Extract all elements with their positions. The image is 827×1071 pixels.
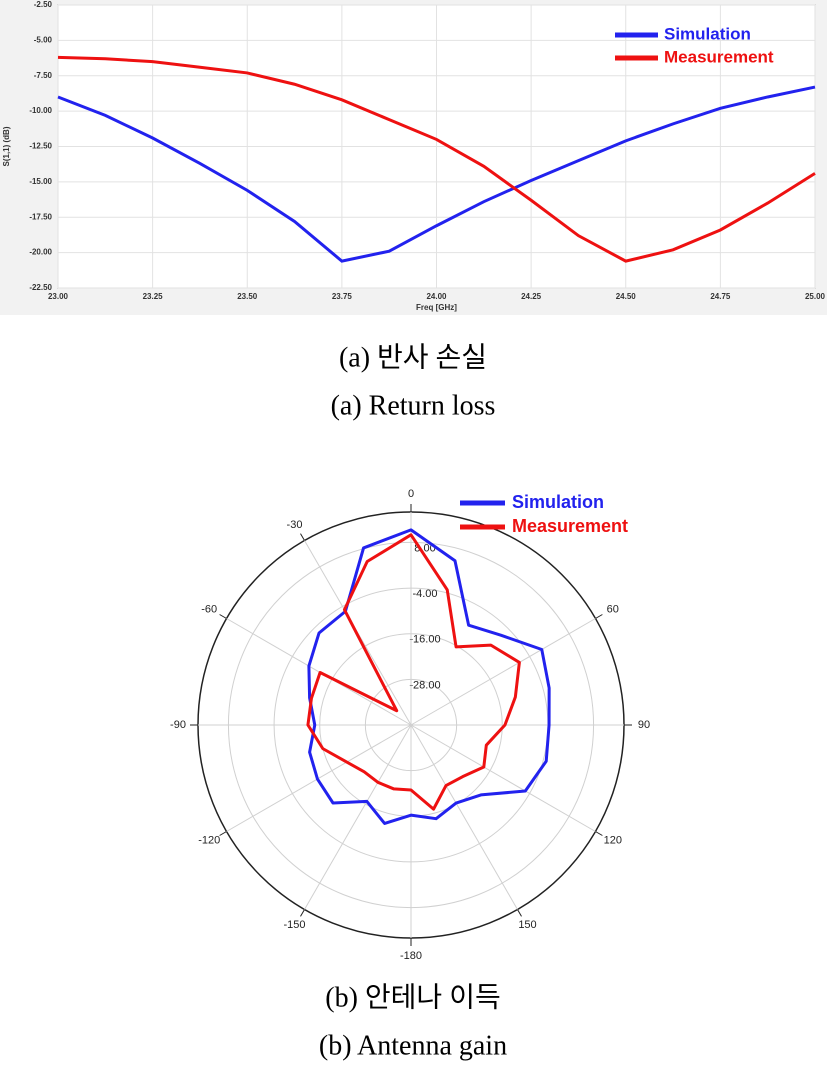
legend-label: Simulation (664, 24, 751, 43)
y-tick-label: -2.50 (34, 0, 53, 9)
series-line (57, 85, 816, 263)
theta-tick-label: -30 (287, 519, 303, 531)
series-line (307, 528, 551, 825)
r-tick-label: -28.00 (409, 679, 440, 691)
grid-spoke (410, 724, 518, 910)
y-tick-label: -17.50 (29, 212, 52, 221)
y-tick-label: -12.50 (29, 142, 52, 151)
theta-tick-label: -120 (198, 834, 220, 846)
theta-tick-label: -90 (170, 719, 186, 731)
y-axis-label: S(1,1) (dB) (2, 126, 11, 166)
y-tick-label: -7.50 (34, 71, 53, 80)
x-tick-label: 24.50 (616, 292, 637, 301)
y-tick-label: -15.00 (29, 177, 52, 186)
theta-tick-label: 60 (607, 603, 619, 615)
theta-tick (517, 909, 522, 917)
theta-tick (219, 614, 227, 619)
theta-tick (300, 533, 305, 541)
caption: (b) Antenna gain (319, 1030, 507, 1061)
theta-tick-label: 90 (638, 719, 650, 731)
series-line (306, 533, 521, 811)
grid-spoke (226, 618, 412, 726)
theta-tick (300, 909, 305, 917)
theta-tick-label: -150 (283, 919, 305, 931)
legend-label: Measurement (664, 47, 774, 66)
grid-spoke (410, 724, 596, 832)
theta-tick-label: 150 (518, 919, 536, 931)
theta-tick-label: -180 (400, 950, 422, 962)
caption: (b) 안테나 이득 (325, 982, 500, 1013)
y-tick-label: -10.00 (29, 106, 52, 115)
caption: (a) Return loss (331, 390, 496, 421)
theta-tick-label: 0 (408, 488, 414, 500)
theta-tick (219, 831, 227, 836)
grid-spoke (304, 724, 412, 910)
legend-label: Measurement (512, 516, 628, 536)
legend-label: Simulation (512, 492, 604, 512)
x-tick-label: 24.75 (710, 292, 731, 301)
x-axis-label: Freq [GHz] (416, 303, 457, 312)
y-tick-label: -5.00 (34, 35, 53, 44)
x-tick-label: 23.50 (237, 292, 258, 301)
x-tick-label: 25.00 (805, 292, 826, 301)
y-tick-label: -22.50 (29, 283, 52, 292)
x-tick-label: 23.75 (332, 292, 353, 301)
theta-tick (595, 614, 603, 619)
r-tick-label: -16.00 (409, 634, 440, 646)
grid-spoke (410, 618, 596, 726)
caption: (a) 반사 손실 (339, 342, 487, 373)
x-tick-label: 23.00 (48, 292, 69, 301)
theta-tick (595, 831, 603, 836)
theta-tick-label: -60 (201, 603, 217, 615)
x-tick-label: 24.00 (426, 292, 447, 301)
x-tick-label: 23.25 (143, 292, 164, 301)
r-tick-label: -4.00 (412, 588, 437, 600)
theta-tick-label: 120 (604, 834, 622, 846)
x-tick-label: 24.25 (521, 292, 542, 301)
y-tick-label: -20.00 (29, 248, 52, 257)
series-line (57, 55, 816, 263)
